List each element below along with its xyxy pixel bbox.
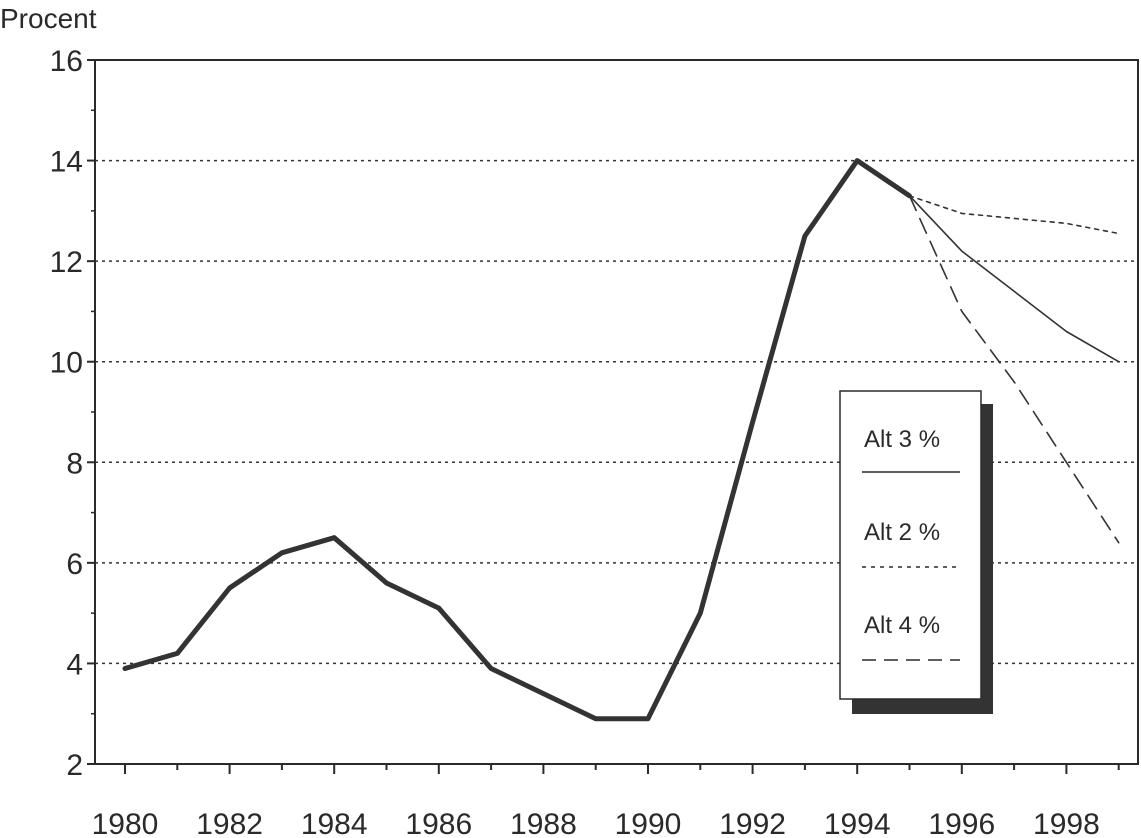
y-tick-label: 2 — [66, 749, 83, 782]
y-tick-label: 6 — [66, 548, 83, 581]
y-axis-label: Procent — [0, 3, 97, 34]
y-axis: 2 4 6 8 10 12 14 16 — [50, 45, 95, 782]
legend-label-alt4: Alt 4 % — [864, 612, 940, 639]
series-alt3-line — [908, 195, 1120, 363]
x-axis: 1980 1982 1984 1986 1988 1990 1992 1994 1996 1998 — [92, 764, 1120, 838]
y-tick-label: 4 — [66, 648, 83, 681]
x-tick-label: 1990 — [615, 808, 682, 838]
x-tick-label: 1994 — [824, 808, 891, 838]
x-tick-label: 1992 — [719, 808, 786, 838]
x-tick-label: 1982 — [196, 808, 263, 838]
series-historical-line — [122, 158, 912, 722]
x-tick-label: 1998 — [1033, 808, 1100, 838]
legend-label-alt2: Alt 2 % — [864, 519, 940, 546]
series-alt4-line — [908, 195, 1120, 544]
legend-box — [839, 390, 982, 700]
legend-label-alt3: Alt 3 % — [864, 426, 940, 453]
series-alt2-line — [908, 195, 1120, 235]
x-tick-label: 1980 — [92, 808, 159, 838]
x-tick-label: 1984 — [301, 808, 368, 838]
series-lines — [122, 158, 1120, 722]
y-tick-label: 14 — [50, 146, 83, 179]
y-tick-label: 10 — [50, 347, 83, 380]
x-tick-label: 1996 — [928, 808, 995, 838]
legend: Alt 3 % Alt 2 % Alt 4 % — [839, 390, 993, 714]
x-tick-label: 1988 — [510, 808, 577, 838]
x-tick-label: 1986 — [405, 808, 472, 838]
y-tick-label: 8 — [66, 447, 83, 480]
y-tick-label: 16 — [50, 45, 83, 78]
y-tick-label: 12 — [50, 246, 83, 279]
